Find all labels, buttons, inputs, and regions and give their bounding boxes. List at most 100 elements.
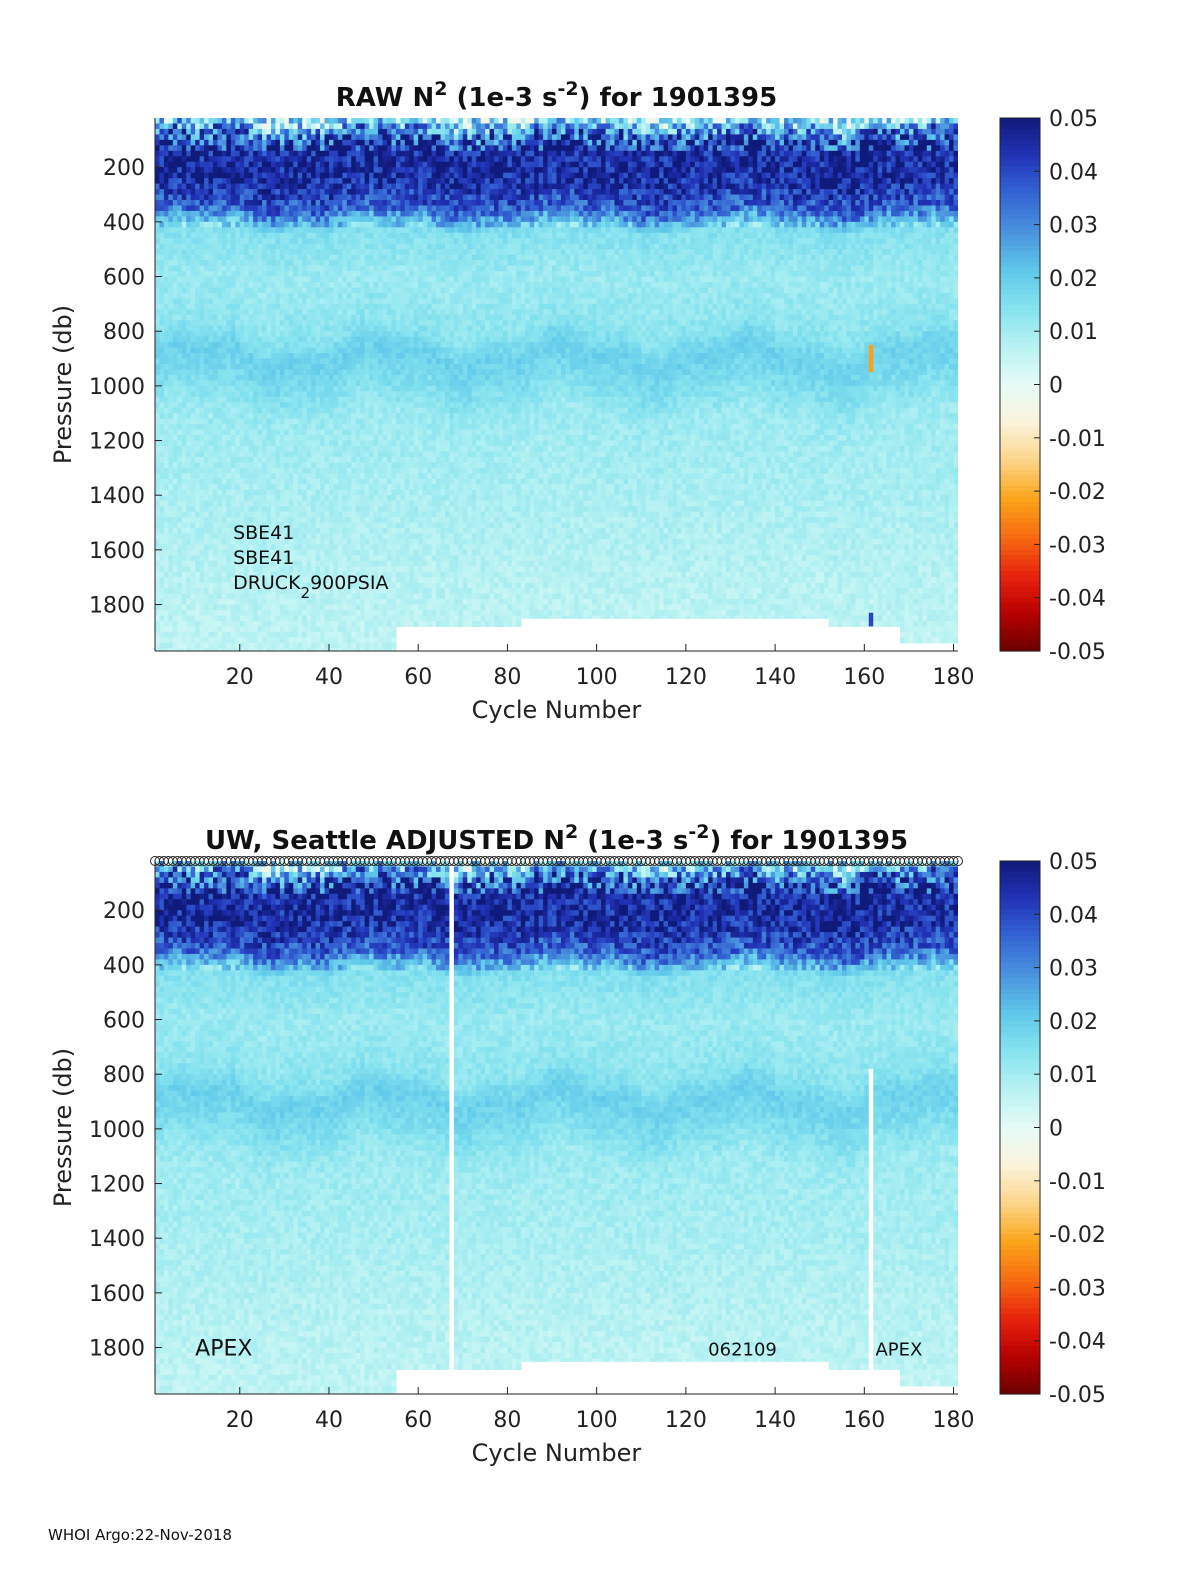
heatmap-cell	[155, 391, 161, 398]
heatmap-cell	[248, 353, 254, 360]
heatmap-cell	[221, 303, 227, 310]
heatmap-cell	[155, 642, 161, 649]
heatmap-cell	[324, 276, 330, 283]
heatmap-cell	[270, 577, 277, 584]
heatmap-cell	[378, 145, 384, 152]
heatmap-cell	[239, 522, 245, 529]
heatmap-cell	[208, 588, 214, 595]
heatmap-cell	[306, 637, 312, 644]
heatmap-cell	[253, 194, 259, 201]
heatmap-cell	[163, 538, 169, 545]
heatmap-cell	[181, 205, 187, 212]
heatmap-cell	[369, 473, 375, 480]
heatmap-cell	[337, 265, 343, 272]
heatmap-cell	[159, 435, 165, 442]
heatmap-cell	[204, 506, 210, 513]
heatmap-cell	[302, 473, 308, 480]
heatmap-cell	[181, 249, 187, 256]
heatmap-cell	[226, 560, 232, 567]
heatmap-cell	[248, 265, 254, 272]
heatmap-cell	[297, 648, 303, 651]
heatmap-cell	[163, 391, 169, 398]
heatmap-cell	[266, 145, 272, 152]
heatmap-cell	[311, 544, 317, 551]
heatmap-cell	[235, 407, 241, 414]
heatmap-cell	[168, 604, 174, 611]
heatmap-cell	[239, 489, 245, 496]
heatmap-cell	[378, 123, 384, 130]
heatmap-cell	[172, 500, 178, 507]
heatmap-cell	[226, 243, 232, 250]
heatmap-cell	[155, 495, 161, 502]
heatmap-cell	[297, 533, 303, 540]
heatmap-cell	[186, 205, 192, 212]
heatmap-cell	[337, 588, 343, 595]
heatmap-cell	[199, 560, 205, 567]
heatmap-cell	[168, 156, 174, 163]
heatmap-cell	[235, 566, 241, 573]
heatmap-cell	[346, 232, 352, 239]
heatmap-cell	[212, 429, 219, 436]
heatmap-cell	[364, 610, 370, 617]
heatmap-cell	[337, 549, 343, 556]
heatmap-cell	[284, 582, 290, 589]
heatmap-cell	[239, 249, 245, 256]
heatmap-cell	[262, 314, 268, 321]
heatmap-cell	[328, 161, 335, 168]
heatmap-cell	[284, 336, 290, 343]
heatmap-cell	[328, 249, 335, 256]
heatmap-cell	[244, 429, 250, 436]
heatmap-cell	[333, 156, 339, 163]
heatmap-cell	[275, 582, 281, 589]
heatmap-cell	[239, 183, 245, 190]
heatmap-cell	[244, 200, 250, 207]
heatmap-cell	[155, 566, 161, 573]
heatmap-cell	[244, 145, 250, 152]
heatmap-cell	[208, 566, 214, 573]
heatmap-cell	[346, 167, 352, 174]
heatmap-cell	[186, 538, 192, 545]
heatmap-cell	[172, 538, 178, 545]
heatmap-cell	[208, 451, 214, 458]
heatmap-cell	[297, 325, 303, 332]
heatmap-cell	[360, 134, 366, 141]
heatmap-cell	[275, 610, 281, 617]
heatmap-cell	[208, 303, 214, 310]
heatmap-cell	[262, 407, 268, 414]
heatmap-cell	[204, 642, 210, 649]
heatmap-cell	[172, 440, 178, 447]
heatmap-cell	[297, 232, 303, 239]
heatmap-cell	[181, 506, 187, 513]
heatmap-cell	[199, 156, 205, 163]
heatmap-cell	[177, 342, 183, 349]
heatmap-cell	[333, 276, 339, 283]
heatmap-cell	[195, 347, 201, 354]
heatmap-cell	[311, 260, 317, 267]
heatmap-cell	[177, 528, 183, 535]
heatmap-cell	[257, 424, 263, 431]
heatmap-cell	[270, 243, 277, 250]
heatmap-cell	[181, 353, 187, 360]
heatmap-cell	[315, 314, 321, 321]
heatmap-cell	[311, 287, 317, 294]
heatmap-cell	[364, 282, 370, 289]
heatmap-cell	[320, 566, 326, 573]
heatmap-cell	[284, 232, 290, 239]
heatmap-cell	[163, 271, 169, 278]
heatmap-cell	[181, 145, 187, 152]
heatmap-cell	[270, 249, 277, 256]
heatmap-cell	[288, 424, 294, 431]
heatmap-cell	[248, 200, 254, 207]
heatmap-cell	[346, 424, 352, 431]
heatmap-cell	[333, 391, 339, 398]
heatmap-cell	[244, 599, 250, 606]
heatmap-cell	[311, 522, 317, 529]
heatmap-cell	[186, 517, 192, 524]
heatmap-cell	[177, 183, 183, 190]
heatmap-cell	[270, 123, 277, 130]
heatmap-cell	[360, 314, 366, 321]
heatmap-cell	[270, 451, 277, 458]
heatmap-cell	[248, 369, 254, 376]
heatmap-cell	[270, 139, 277, 146]
heatmap-cell	[270, 254, 277, 261]
